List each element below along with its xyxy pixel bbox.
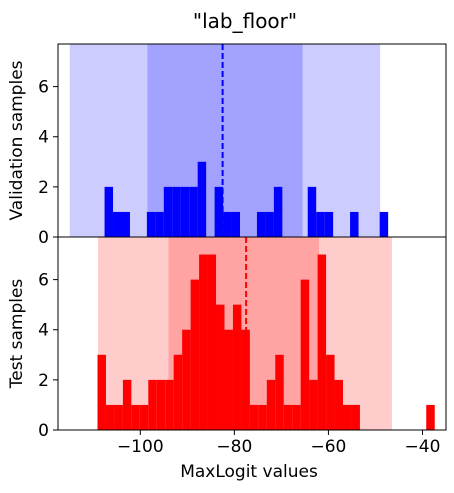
test-bar xyxy=(173,354,183,430)
validation-bar xyxy=(307,186,317,237)
validation-bar xyxy=(163,186,173,237)
validation-bar xyxy=(104,186,114,237)
validation-bar xyxy=(214,186,224,237)
validation-bar xyxy=(189,186,198,237)
x-axis-label: MaxLogit values xyxy=(180,462,318,482)
validation-y-tick-label: 2 xyxy=(38,178,49,198)
validation-bar xyxy=(180,186,190,237)
x-tick-label: −80 xyxy=(216,437,252,457)
chart-title: "lab_floor" xyxy=(193,9,297,33)
test-bar xyxy=(309,379,318,430)
validation-bar xyxy=(223,211,232,237)
test-bar xyxy=(114,404,123,430)
validation-y-tick-label: 0 xyxy=(38,228,49,248)
validation-bar xyxy=(146,211,156,237)
validation-y-tick-label: 6 xyxy=(38,78,49,98)
test-bar xyxy=(207,254,217,430)
test-bar xyxy=(148,379,157,430)
test-bar xyxy=(122,379,132,430)
validation-bar xyxy=(324,211,334,237)
test-bar xyxy=(351,404,360,430)
test-y-tick-label: 0 xyxy=(38,421,49,441)
validation-bar xyxy=(155,211,164,237)
validation-bar xyxy=(256,211,266,237)
test-bar xyxy=(292,404,301,430)
test-y-tick-label: 4 xyxy=(38,321,49,341)
test-bar xyxy=(216,304,225,430)
test-y-tick-label: 2 xyxy=(38,371,49,391)
validation-bar xyxy=(379,211,389,237)
validation-bar xyxy=(113,211,122,237)
validation-outer-band xyxy=(69,44,381,237)
x-tick-label: −60 xyxy=(310,437,346,457)
test-y-axis-label: Test samples xyxy=(7,279,27,390)
validation-bar xyxy=(350,211,359,237)
test-bar xyxy=(343,404,352,430)
test-bar xyxy=(258,404,267,430)
validation-bar xyxy=(316,211,325,237)
validation-bar xyxy=(273,186,283,237)
test-bar xyxy=(165,379,174,430)
validation-bar xyxy=(197,161,207,237)
test-bar xyxy=(275,354,284,430)
test-bar xyxy=(232,304,242,430)
test-frame xyxy=(57,236,447,431)
x-tick-label: −40 xyxy=(405,437,441,457)
test-bar xyxy=(326,354,335,430)
test-bar xyxy=(224,329,233,430)
test-bar xyxy=(131,404,140,430)
test-bar xyxy=(190,279,200,430)
validation-panel: 0 2 4 6 Validation samples xyxy=(7,43,447,248)
test-bar xyxy=(317,254,327,430)
test-bar xyxy=(426,404,435,430)
validation-bar xyxy=(172,186,181,237)
test-bar xyxy=(182,329,191,430)
x-tick-label: −100 xyxy=(117,437,164,457)
test-bar xyxy=(105,404,115,430)
test-bar xyxy=(249,404,259,430)
test-bar xyxy=(156,379,166,430)
validation-bar xyxy=(265,211,274,237)
validation-bar xyxy=(231,211,241,237)
test-bar xyxy=(283,404,293,430)
test-bar xyxy=(199,254,208,430)
test-bar xyxy=(300,279,310,430)
test-bar xyxy=(334,379,344,430)
test-panel: 0 2 4 6 Test samples xyxy=(7,236,447,441)
validation-y-tick-label: 4 xyxy=(38,128,49,148)
test-bar xyxy=(241,329,250,430)
test-bar xyxy=(139,404,149,430)
validation-bar xyxy=(121,211,130,237)
validation-y-axis-label: Validation samples xyxy=(7,60,27,220)
test-bar xyxy=(97,354,106,430)
x-axis: −100 −80 −60 −40 xyxy=(117,430,440,457)
test-bar xyxy=(266,379,276,430)
test-y-tick-label: 6 xyxy=(38,271,49,291)
